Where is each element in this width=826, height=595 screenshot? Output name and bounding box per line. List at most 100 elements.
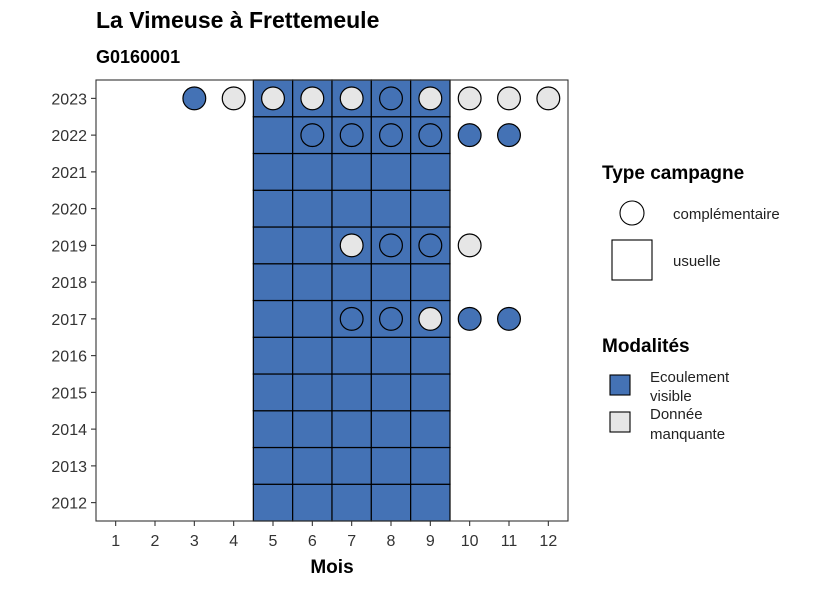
tile-2020-7 xyxy=(331,189,372,228)
tile-2021-6 xyxy=(292,152,333,191)
point-2023-5 xyxy=(261,86,285,111)
tile-2017-5 xyxy=(252,299,294,338)
usuelle-tiles xyxy=(252,79,451,522)
tile-2015-7 xyxy=(331,373,372,412)
point-2022-10 xyxy=(457,123,482,148)
tile-2015-9 xyxy=(410,373,451,412)
point-2023-10 xyxy=(457,86,482,111)
y-tick-label-2017: 2017 xyxy=(51,312,87,329)
x-tick-label-10: 10 xyxy=(461,533,479,550)
point-2023-12 xyxy=(536,86,561,111)
y-tick-label-2015: 2015 xyxy=(51,385,87,402)
point-2017-11 xyxy=(497,306,521,331)
y-tick-label-2021: 2021 xyxy=(51,165,87,182)
tile-2020-5 xyxy=(252,189,294,228)
tile-2021-8 xyxy=(370,152,412,191)
point-2023-4 xyxy=(221,86,246,111)
tile-2015-5 xyxy=(252,373,294,412)
legend-label-complementaire: complémentaire xyxy=(673,206,780,223)
tile-2012-9 xyxy=(410,483,451,522)
y-tick-label-2014: 2014 xyxy=(51,422,87,439)
tile-2018-6 xyxy=(292,263,333,302)
y-tick-label-2020: 2020 xyxy=(51,202,87,219)
tile-2021-7 xyxy=(331,152,372,191)
tile-2020-9 xyxy=(410,189,451,228)
point-2023-8 xyxy=(379,86,403,111)
legend-label-donnee-line2: manquante xyxy=(650,426,725,443)
tile-2018-7 xyxy=(331,263,372,302)
point-2017-8 xyxy=(379,306,403,331)
x-axis-title: Mois xyxy=(310,557,353,578)
x-tick-label-1: 1 xyxy=(111,533,120,550)
point-2022-7 xyxy=(339,123,364,148)
tile-2021-5 xyxy=(252,152,294,191)
plot-panel-border xyxy=(95,79,569,522)
x-tick-label-9: 9 xyxy=(426,533,435,550)
tile-2015-8 xyxy=(370,373,412,412)
tile-2014-5 xyxy=(252,410,294,449)
point-2022-11 xyxy=(497,123,521,148)
legend-swatch-donnee-manquante xyxy=(609,411,631,433)
y-tick-label-2018: 2018 xyxy=(51,275,87,292)
y-tick-label-2023: 2023 xyxy=(51,91,87,108)
tile-2015-6 xyxy=(292,373,333,412)
point-2017-9 xyxy=(418,306,443,331)
tile-2022-6 xyxy=(292,116,333,155)
tile-2018-8 xyxy=(370,263,412,302)
tile-2014-6 xyxy=(292,410,333,449)
point-2017-7 xyxy=(339,306,364,331)
tile-2018-9 xyxy=(410,263,451,302)
point-2022-8 xyxy=(379,123,403,148)
chart-subtitle: G0160001 xyxy=(96,47,180,67)
tile-2013-5 xyxy=(252,446,294,485)
tile-2020-8 xyxy=(370,189,412,228)
point-2023-11 xyxy=(497,86,521,111)
legend: Type campagne complémentaire usuelle Mod… xyxy=(602,163,780,443)
point-2019-8 xyxy=(379,233,403,258)
tile-2013-6 xyxy=(292,446,333,485)
tile-2014-9 xyxy=(410,410,451,449)
y-tick-label-2012: 2012 xyxy=(51,496,87,513)
x-tick-label-4: 4 xyxy=(229,533,238,550)
tile-2013-9 xyxy=(410,446,451,485)
tile-2020-6 xyxy=(292,189,333,228)
tile-2021-9 xyxy=(410,152,451,191)
x-tick-label-5: 5 xyxy=(269,533,278,550)
legend-label-usuelle: usuelle xyxy=(673,253,721,270)
y-tick-label-2022: 2022 xyxy=(51,128,87,145)
tile-2013-8 xyxy=(370,446,412,485)
x-tick-label-11: 11 xyxy=(501,533,518,550)
point-2023-6 xyxy=(300,86,325,111)
point-2023-3 xyxy=(182,86,207,111)
legend-square-symbol xyxy=(611,239,653,281)
y-axis: 2012 2013 2014 2015 2016 2017 2018 2019 2020 2021… xyxy=(51,91,96,513)
tile-2012-6 xyxy=(292,483,333,522)
legend-label-donnee-line1: Donnée xyxy=(650,406,703,423)
tile-2022-5 xyxy=(252,116,294,155)
point-2022-6 xyxy=(300,123,325,148)
point-2017-10 xyxy=(457,306,482,331)
legend-title-type-campagne: Type campagne xyxy=(602,163,744,184)
tile-2013-7 xyxy=(331,446,372,485)
point-2019-9 xyxy=(418,233,443,258)
tile-2016-6 xyxy=(292,336,333,375)
tile-2019-5 xyxy=(252,226,294,265)
x-tick-label-12: 12 xyxy=(539,533,557,550)
tile-2019-6 xyxy=(292,226,333,265)
x-tick-label-3: 3 xyxy=(190,533,199,550)
legend-circle-symbol xyxy=(619,200,645,226)
x-tick-label-7: 7 xyxy=(347,533,356,550)
chart-title: La Vimeuse à Frettemeule xyxy=(96,7,379,33)
legend-label-ecoulement-line2: visible xyxy=(650,388,692,405)
tile-2014-7 xyxy=(331,410,372,449)
point-2023-9 xyxy=(418,86,443,111)
y-tick-label-2013: 2013 xyxy=(51,459,87,476)
tile-2012-7 xyxy=(331,483,372,522)
tile-2014-8 xyxy=(370,410,412,449)
tile-2012-5 xyxy=(252,483,294,522)
y-tick-label-2016: 2016 xyxy=(51,349,87,366)
x-tick-label-6: 6 xyxy=(308,533,317,550)
legend-swatch-ecoulement-visible xyxy=(609,374,631,396)
